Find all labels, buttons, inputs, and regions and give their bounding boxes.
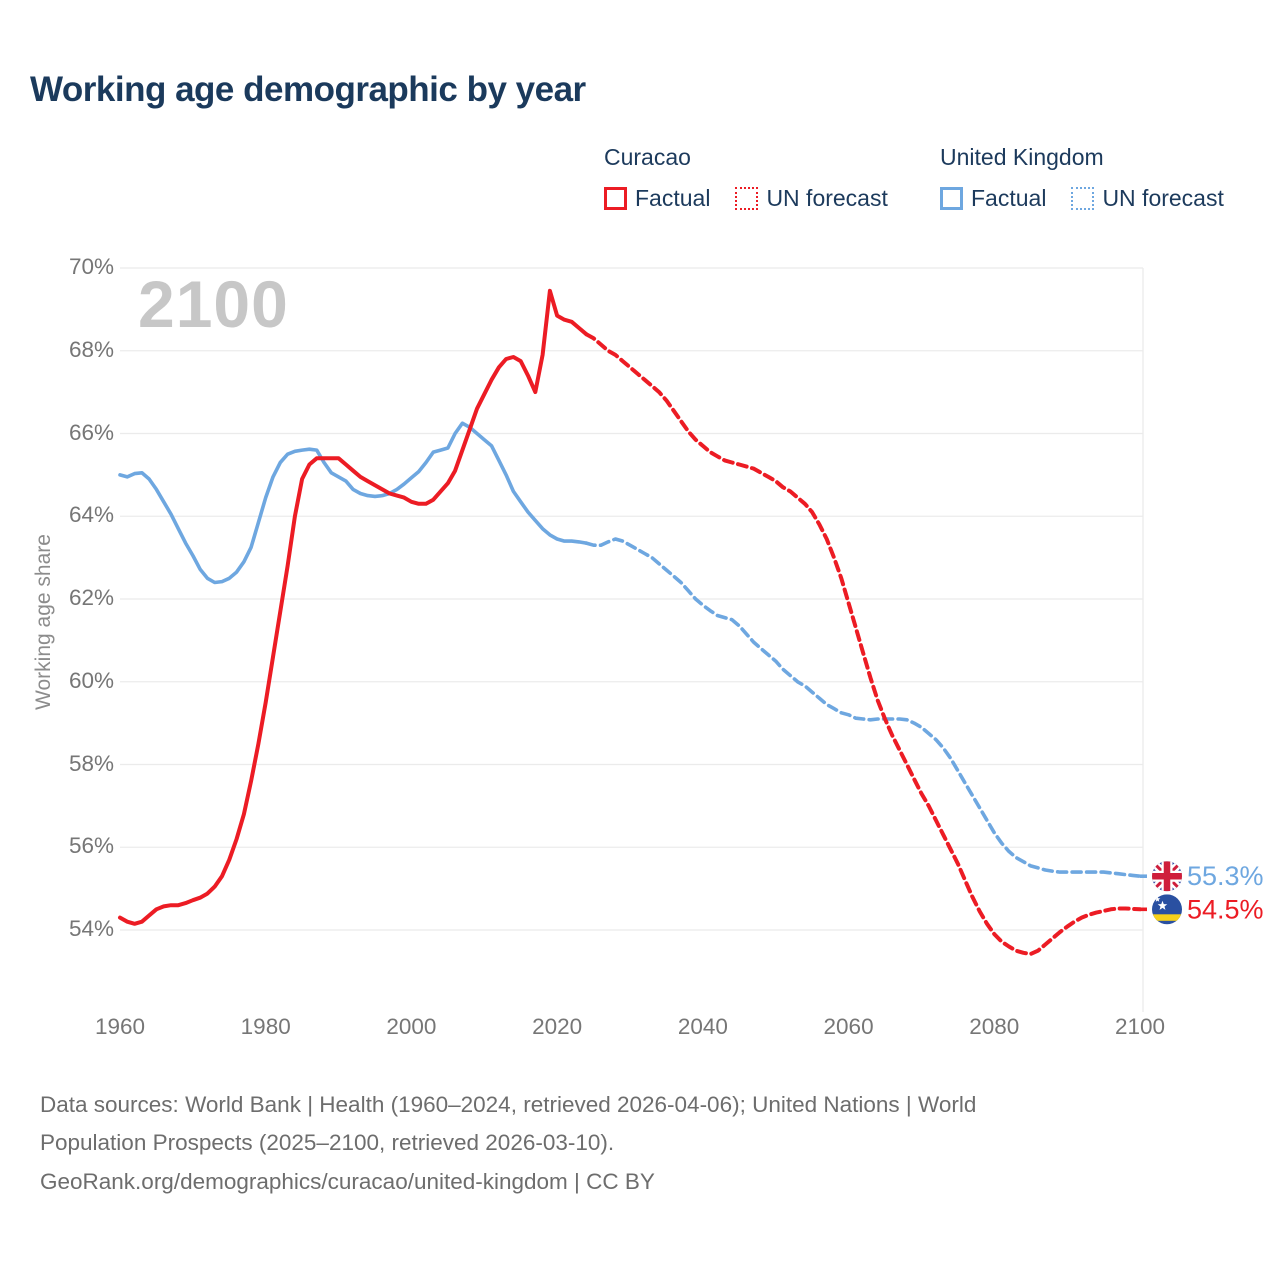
- year-watermark: 2100: [138, 267, 289, 341]
- uk-end-value-label: 55.3%: [1187, 861, 1264, 891]
- page-title: Working age demographic by year: [30, 70, 586, 109]
- curacao-forecast-line: [584, 332, 1142, 956]
- united-kingdom-flag-icon: [1152, 861, 1182, 892]
- x-tick-label: 2100: [1114, 1014, 1166, 1039]
- y-tick-label: 56%: [68, 833, 114, 859]
- legend-label: Factual: [635, 185, 711, 211]
- legend-label: UN forecast: [766, 185, 888, 211]
- x-tick-label: 2040: [677, 1014, 728, 1039]
- x-tick-label: 2060: [823, 1014, 874, 1039]
- uk-factual-line: [118, 421, 589, 585]
- uk-forecast-swatch-icon: [1071, 187, 1095, 210]
- x-tick-label: 2000: [386, 1014, 437, 1039]
- legend-group-title-uk: United Kingdom: [940, 144, 1104, 170]
- footer-attribution: GeoRank.org/demographics/curacao/united-…: [40, 1169, 655, 1194]
- y-tick-label: 64%: [68, 502, 114, 528]
- y-tick-label: 54%: [68, 916, 114, 941]
- x-tick-label: 2080: [969, 1014, 1020, 1039]
- y-tick-label: 68%: [68, 336, 114, 362]
- legend-label: UN forecast: [1102, 185, 1224, 211]
- y-tick-label: 60%: [68, 667, 114, 693]
- y-tick-label: 66%: [68, 419, 114, 445]
- curacao-flag-icon: [1152, 894, 1182, 925]
- curacao-end-value-label: 54.5%: [1187, 894, 1264, 924]
- x-tick-label: 2020: [532, 1014, 583, 1039]
- footer-sources-line2: Population Prospects (2025–2100, retriev…: [40, 1130, 615, 1155]
- curacao-factual-swatch-icon: [604, 187, 627, 210]
- y-tick-label: 62%: [68, 585, 114, 610]
- x-tick-label: 1960: [94, 1014, 146, 1039]
- curacao-factual-line: [118, 288, 589, 926]
- y-tick-label: 70%: [68, 254, 114, 279]
- legend-row-uk: Factual UN forecast: [940, 185, 1224, 212]
- y-tick-label: 58%: [68, 750, 114, 776]
- curacao-forecast-swatch-icon: [735, 187, 759, 210]
- legend-group-title-curacao: Curacao: [604, 144, 691, 170]
- x-tick-label: 1980: [240, 1014, 291, 1039]
- gridlines: [120, 267, 1144, 1012]
- uk-forecast-line: [584, 537, 1142, 879]
- footer-sources-line1: Data sources: World Bank | Health (1960–…: [40, 1092, 977, 1117]
- legend-label: Factual: [971, 185, 1047, 211]
- legend-row-curacao: Factual UN forecast: [604, 185, 888, 212]
- uk-factual-swatch-icon: [940, 187, 963, 210]
